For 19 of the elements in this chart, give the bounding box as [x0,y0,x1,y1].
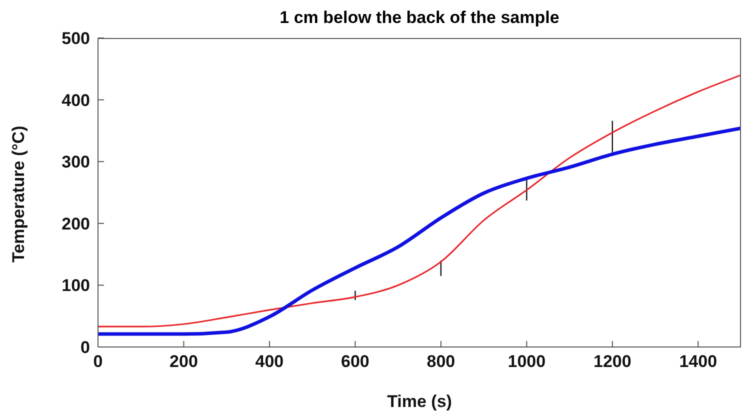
y-tick-label: 0 [80,338,90,358]
line-series [98,74,741,328]
x-tick-label: 400 [255,352,284,372]
x-tick-label: 600 [341,352,370,372]
chart-title: 1 cm below the back of the sample [278,8,560,28]
y-axis-title: Temperature (°C) [9,126,28,262]
y-tick-label: 200 [62,214,90,234]
x-tick-label: 1200 [593,352,632,372]
x-tick-label: 800 [426,352,456,372]
x-tick-label: 0 [93,352,103,372]
x-tick-label: 1000 [508,352,546,372]
x-axis-title: Time (s) [387,392,452,411]
y-tick-label: 100 [62,276,90,296]
x-tick-label: 200 [170,352,198,372]
y-tick-label: 500 [62,29,90,48]
x-tick-label: 1400 [679,352,718,372]
y-tick-label: 400 [62,90,90,110]
line-series [98,126,741,336]
y-tick-label: 300 [62,152,90,172]
